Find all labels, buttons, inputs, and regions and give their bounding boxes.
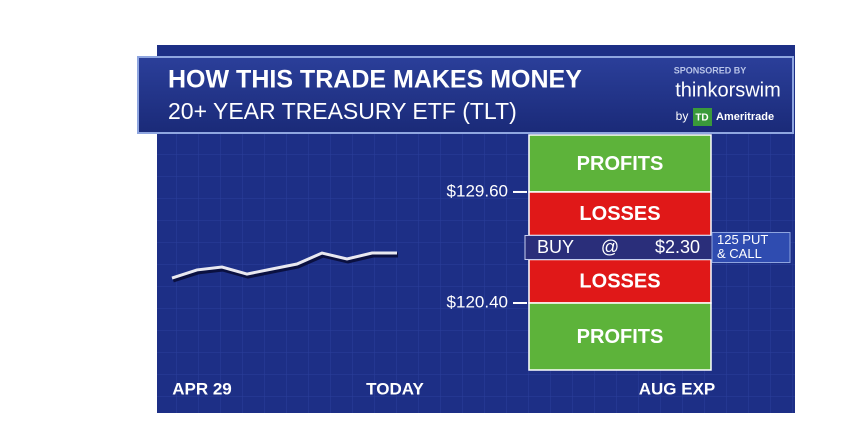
trade-note: & CALL [717,246,762,261]
td-logo [693,108,712,126]
price-line-shadow [172,252,398,283]
zone-label: LOSSES [579,271,660,293]
zone [528,302,712,371]
trade-action: BUY [537,237,574,257]
x-label: TODAY [366,379,424,398]
chart-subtitle: 20+ YEAR TREASURY ETF (TLT) [168,98,517,124]
chart-title: HOW THIS TRADE MAKES MONEY [168,66,582,94]
trade-at: @ [601,237,619,257]
td-logo-text: TD [695,113,708,124]
header [137,56,794,134]
trade-note: 125 PUT [717,232,768,247]
y-tick-label: $129.60 [447,181,508,200]
x-label: AUG EXP [639,379,716,398]
sponsor-partner: Ameritrade [716,111,774,123]
y-tick-label: $120.40 [447,292,508,311]
sponsor-label: SPONSORED BY [674,65,747,75]
zone [528,134,712,193]
zone-label: PROFITS [577,153,664,175]
price-line [171,251,397,280]
trade-note-box [711,231,791,263]
zone-label: PROFITS [577,326,664,348]
zone [528,191,712,237]
trade-price: $2.30 [655,237,700,257]
x-label: APR 29 [172,379,232,398]
sponsor-by: by [676,109,689,123]
zone-label: LOSSES [579,203,660,225]
sponsor-brand: thinkorswim [675,79,781,101]
buy-row [524,234,714,260]
